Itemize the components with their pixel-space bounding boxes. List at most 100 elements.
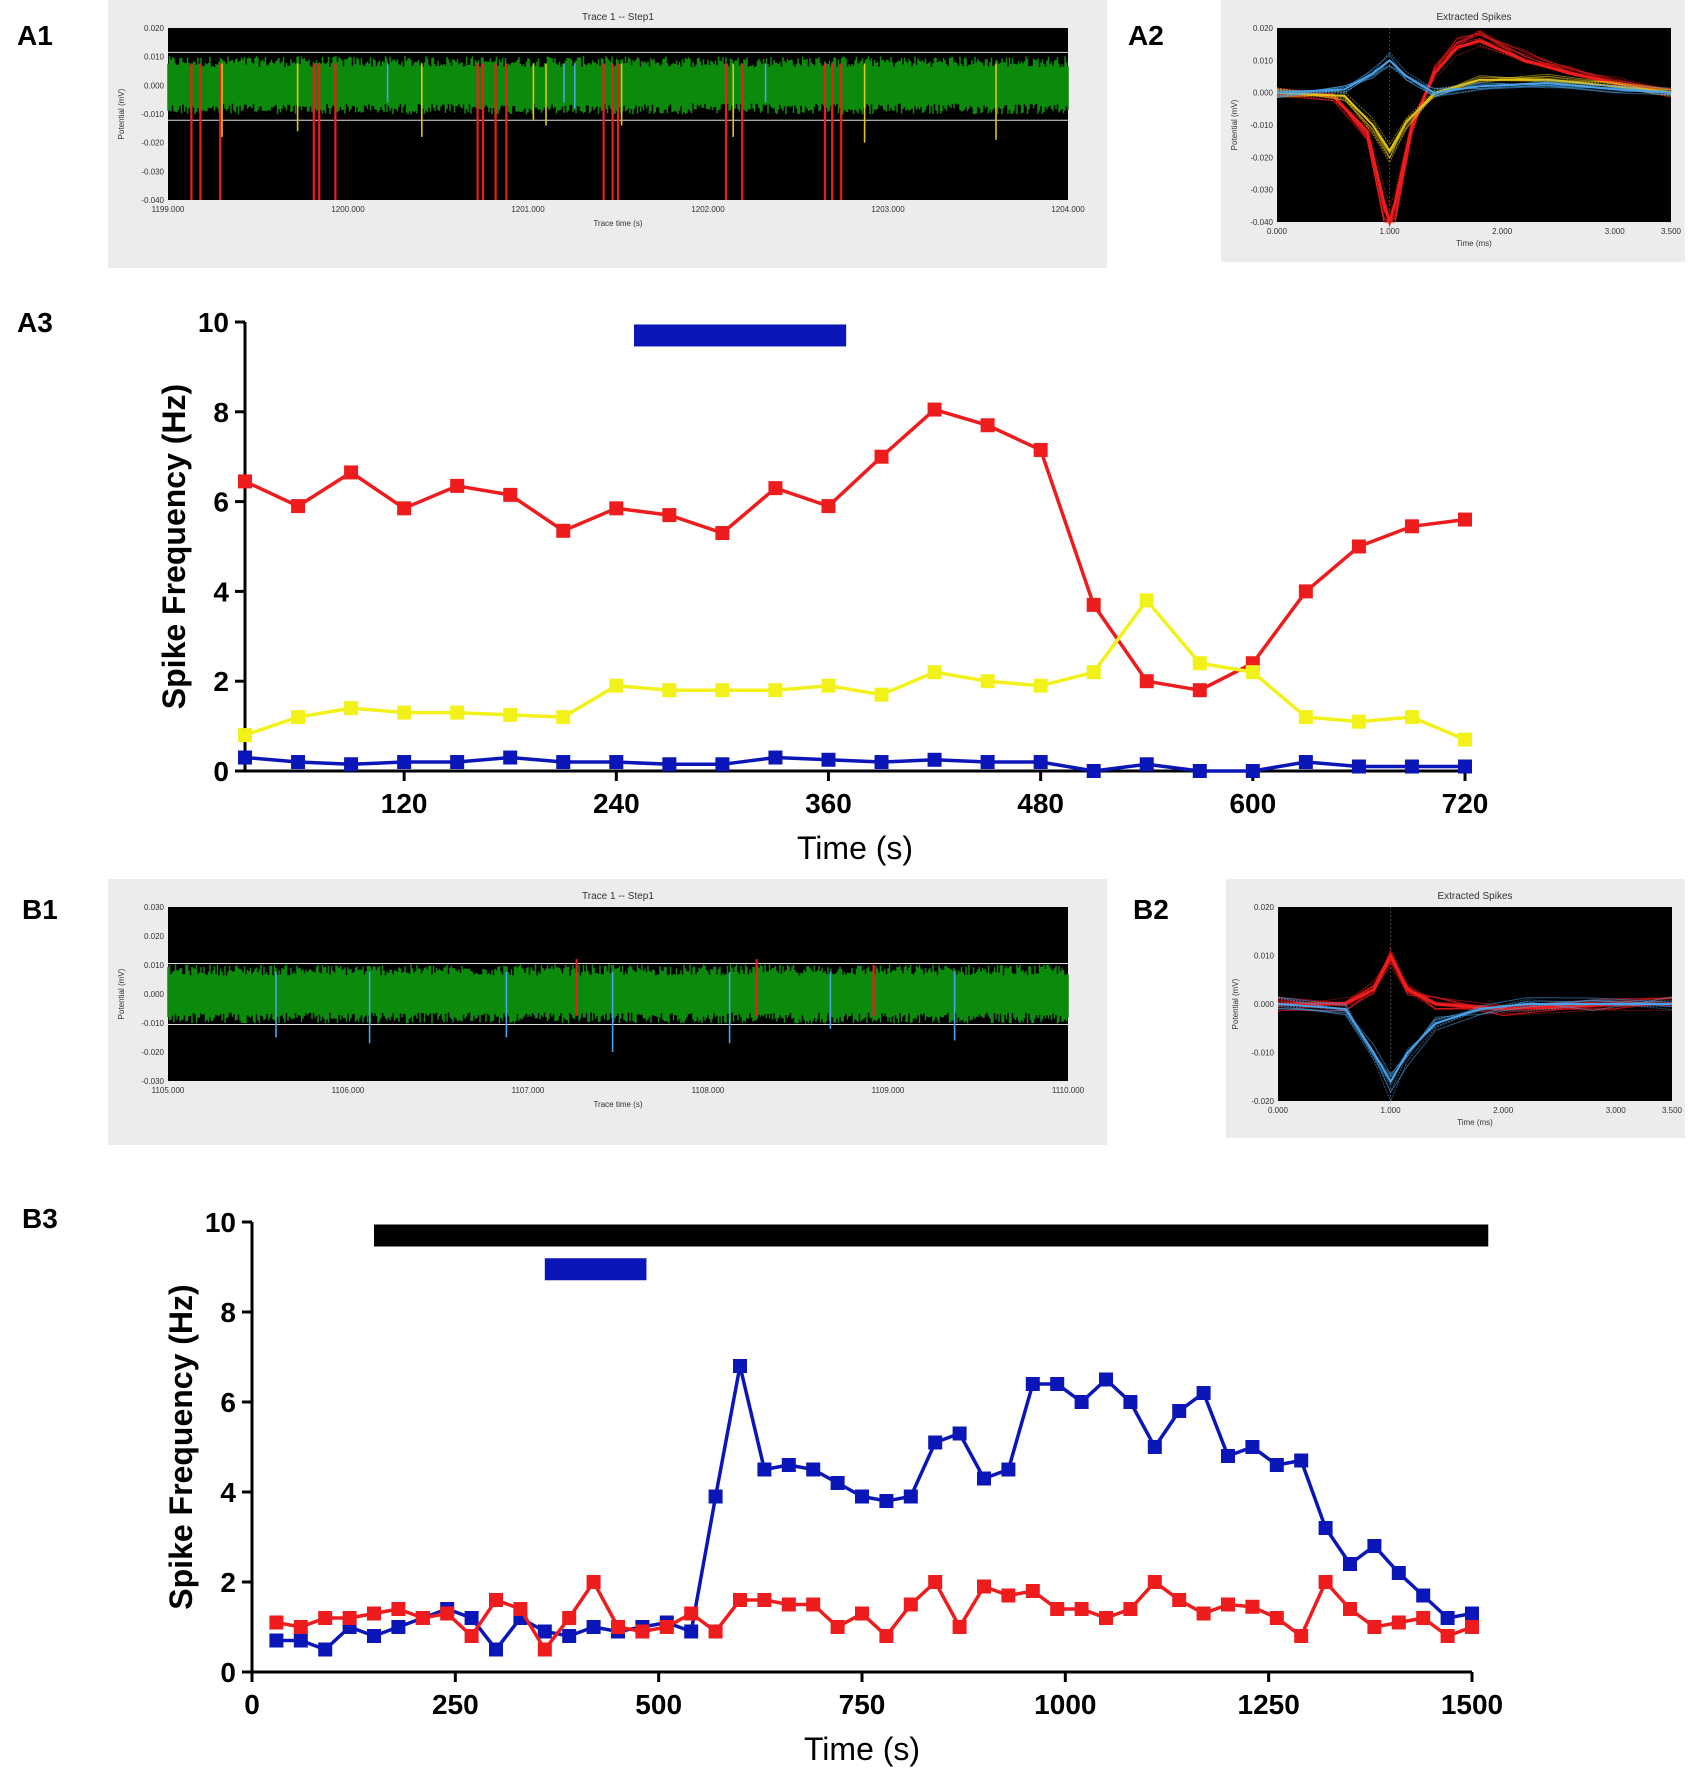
b3-point-blue-21 [781,1458,796,1472]
a3-point-blue-22 [1404,759,1419,774]
b3-point-red-9 [489,1593,503,1607]
b3-point-blue-25 [879,1494,894,1508]
b3-point-blue-49 [1465,1606,1479,1621]
b3-point-red-43 [1318,1575,1333,1589]
a3-x-axis-label: Time (s) [797,830,913,866]
b3-x-axis-label: Time (s) [804,1731,920,1767]
b3-point-blue-0 [269,1633,284,1648]
b3-x-tick-label-3: 750 [839,1689,886,1720]
b3-y-tick-label-3: 6 [220,1387,236,1418]
a3-point-red-22 [1404,519,1419,534]
spike-panel-b2: Extracted Spikes 0.020 0.010 0.000 -0.010 -0.… [1226,879,1685,1138]
a3-point-red-2 [344,465,359,480]
b3-point-red-12 [562,1611,577,1625]
a3-x-tick-label-3: 480 [1017,788,1064,819]
trace-panel-b1: Trace 1 -- Step1 0.030 0.020 0.010 0.000 -0.0… [108,879,1107,1145]
b2-y-tick-label-4: -0.020 [1251,1097,1274,1106]
b2-mean-waveform-blue [1277,1003,1672,1084]
b3-point-red-35 [1123,1602,1138,1616]
b1-y-tick-label-2: 0.010 [144,961,165,970]
a1-x-axis-label: Trace time (s) [593,219,642,228]
b3-point-blue-36 [1147,1440,1162,1454]
a3-point-blue-20 [1298,755,1313,770]
a3-point-yellow-13 [927,665,942,680]
a3-series-line-yellow [244,597,1466,742]
b3-point-red-11 [537,1642,552,1657]
b3-point-blue-43 [1318,1521,1333,1535]
b2-y-axis-label: Potential (mV) [1231,978,1240,1029]
panel-label-b3: B3 [22,1203,58,1234]
a3-y-tick-label-5: 10 [198,307,229,338]
b3-y-tick-label-1: 2 [220,1567,236,1598]
a3-point-blue-1 [291,755,306,770]
b3-point-blue-8 [464,1611,479,1625]
a3-point-red-8 [662,508,677,523]
a3-treatment-bar-blue-0 [633,324,847,347]
a1-x-tick-label-1: 1200.000 [331,205,365,214]
a3-point-red-15 [1033,442,1048,457]
a3-point-yellow-21 [1351,714,1366,729]
a3-point-blue-5 [503,750,518,765]
a1-x-tick-label-2: 1201.000 [511,205,545,214]
b3-point-blue-37 [1172,1404,1187,1418]
b1-title: Trace 1 -- Step1 [582,891,654,902]
a3-point-red-20 [1298,584,1313,599]
b3-point-blue-41 [1269,1458,1284,1472]
b1-y-tick-label-5: -0.020 [141,1048,164,1057]
a3-point-yellow-5 [503,707,518,722]
b2-x-tick-label-3: 3.000 [1606,1106,1627,1115]
b3-point-red-34 [1099,1611,1113,1625]
b3-point-red-4 [367,1606,381,1621]
b1-x-tick-label-3: 1108.000 [692,1086,725,1095]
b3-x-tick-label-4: 1000 [1034,1689,1096,1720]
b3-point-blue-17 [684,1624,699,1639]
a3-x-tick-label-5: 720 [1442,788,1489,819]
b3-x-tick-label-0: 0 [244,1689,260,1720]
panel-label-a3: A3 [17,307,53,338]
b3-point-blue-34 [1099,1372,1113,1387]
b1-y-tick-label-6: -0.030 [141,1077,164,1086]
a3-point-blue-13 [927,752,942,767]
b3-point-blue-31 [1025,1377,1040,1391]
b3-point-blue-40 [1245,1440,1260,1454]
b1-x-tick-label-0: 1105.000 [152,1086,185,1095]
a2-waveform-blue-6 [1276,54,1672,98]
panel-label-b1: B1 [22,894,58,925]
b3-point-red-33 [1074,1602,1089,1616]
b1-y-tick-label-0: 0.030 [144,903,165,912]
a3-point-yellow-0 [238,728,252,743]
a3-point-blue-7 [609,755,624,770]
b3-point-blue-35 [1123,1395,1138,1409]
a1-x-tick-label-3: 1202.000 [691,205,725,214]
a3-point-red-10 [768,481,783,496]
b3-point-blue-47 [1416,1588,1431,1603]
a3-point-blue-10 [768,750,783,765]
a1-y-tick-label-0: 0.020 [144,24,165,33]
a3-point-red-14 [980,418,995,433]
a2-y-tick-label-4: -0.020 [1250,153,1273,162]
a3-point-yellow-14 [980,674,995,689]
b3-point-red-36 [1147,1575,1162,1589]
a3-point-yellow-10 [768,683,783,698]
b3-point-red-47 [1416,1611,1431,1625]
b2-waveform-red-7 [1277,965,1673,1016]
b3-point-red-8 [464,1629,479,1643]
a3-point-yellow-9 [715,683,730,698]
a3-point-red-4 [450,478,465,493]
a1-y-tick-label-2: 0.000 [144,81,165,90]
a3-point-yellow-20 [1298,710,1313,725]
a3-point-blue-17 [1139,757,1154,772]
a3-point-yellow-4 [450,705,465,720]
b3-x-tick-label-6: 1500 [1441,1689,1503,1720]
a3-y-axis-label: Spike Frequency (Hz) [156,384,192,709]
a2-title: Extracted Spikes [1436,12,1511,23]
spike-chart-b2: Extracted Spikes 0.020 0.010 0.000 -0.010 -0.… [1231,891,1683,1127]
a3-point-red-11 [821,499,836,514]
trace-chart-b1: Trace 1 -- Step1 0.030 0.020 0.010 0.000 -0.0… [117,891,1085,1109]
b3-point-red-31 [1025,1584,1040,1598]
b3-point-red-7 [440,1606,455,1621]
b2-waveform-red-13 [1277,950,1673,1017]
b3-series-line-blue [276,1365,1473,1653]
a2-x-tick-label-3: 3.000 [1605,227,1626,236]
b2-x-axis-label: Time (ms) [1457,1118,1493,1127]
